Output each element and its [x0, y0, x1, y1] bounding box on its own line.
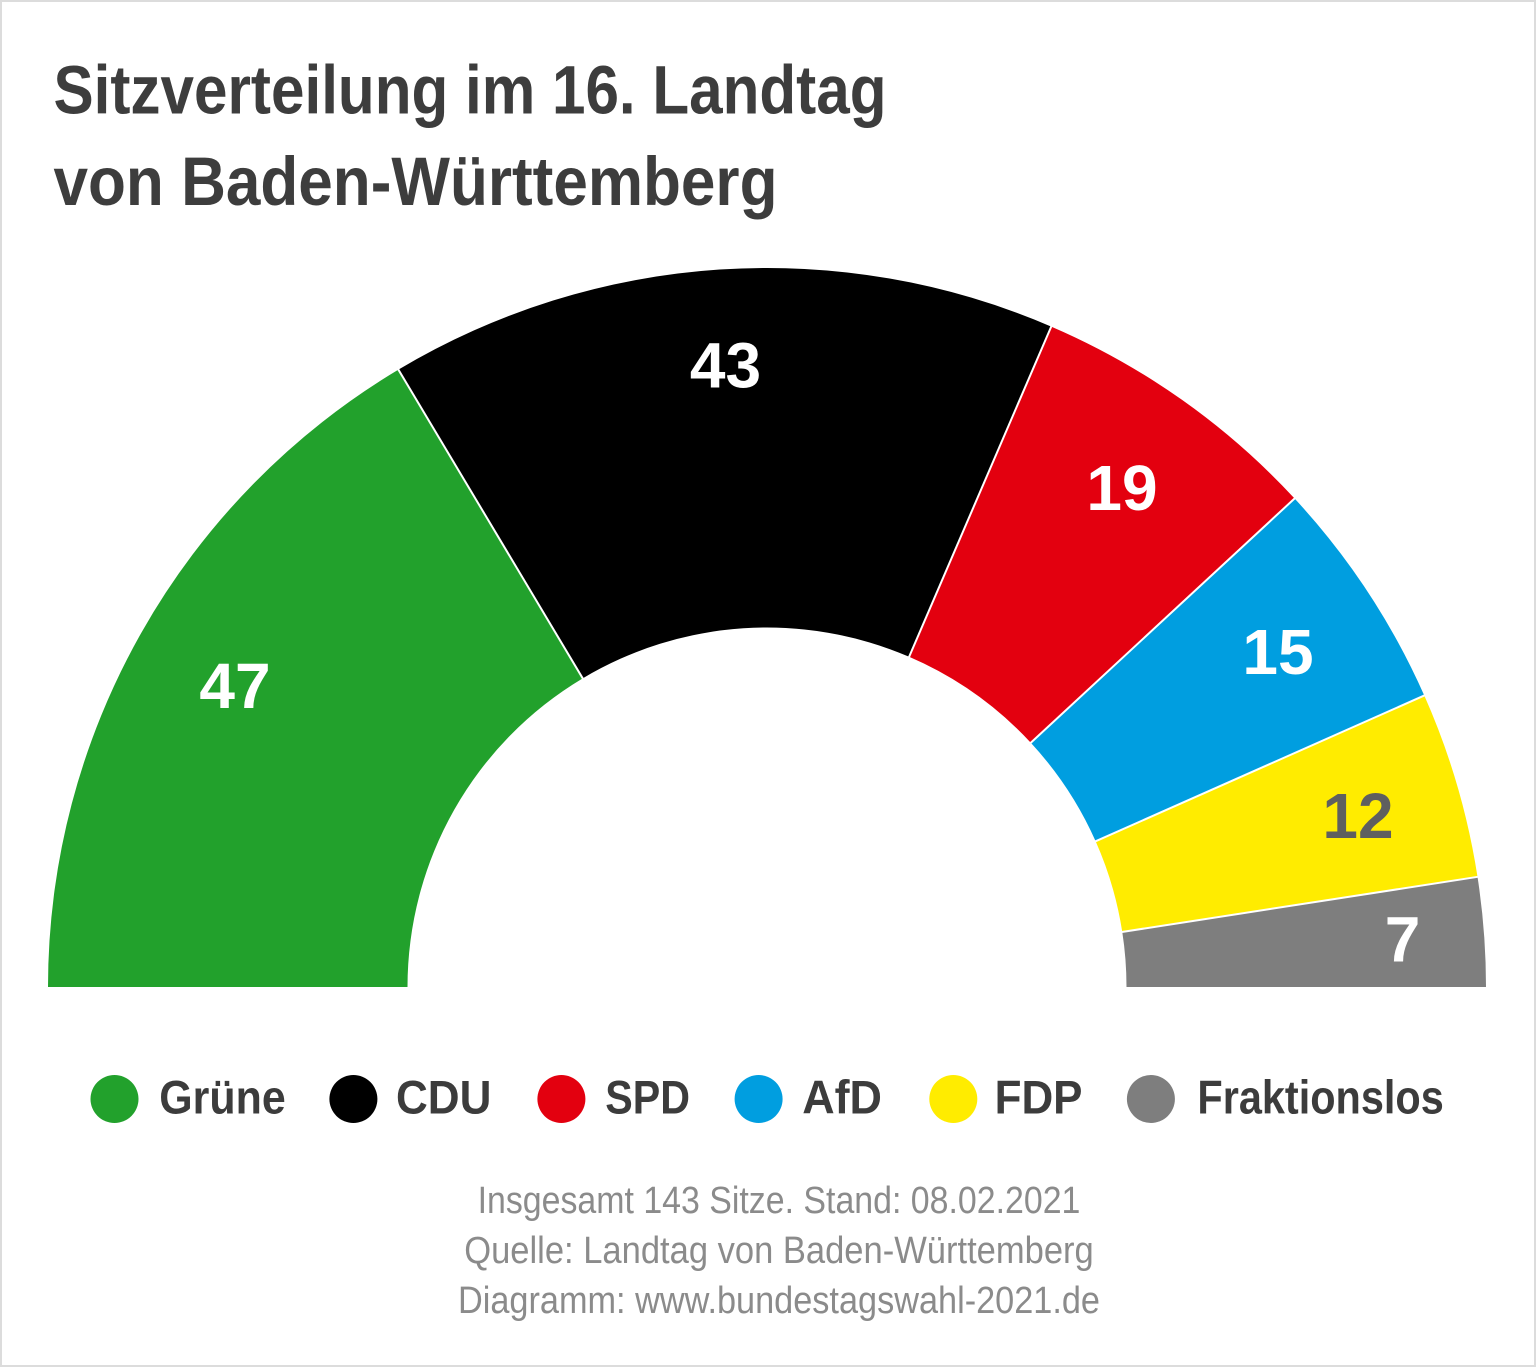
- svg-text:43: 43: [690, 330, 761, 402]
- svg-text:12: 12: [1322, 780, 1393, 852]
- svg-text:FDP: FDP: [995, 1071, 1083, 1124]
- svg-text:7: 7: [1385, 904, 1421, 976]
- svg-text:15: 15: [1242, 616, 1313, 688]
- svg-text:47: 47: [199, 650, 270, 722]
- svg-text:Quelle: Landtag von Baden-Würt: Quelle: Landtag von Baden-Württemberg: [464, 1230, 1094, 1272]
- svg-text:Grüne: Grüne: [159, 1071, 285, 1124]
- svg-text:Sitzverteilung im 16. Landtag: Sitzverteilung im 16. Landtag: [54, 52, 887, 129]
- svg-text:Diagramm: www.bundestagswahl-2: Diagramm: www.bundestagswahl-2021.de: [458, 1280, 1100, 1322]
- svg-text:SPD: SPD: [605, 1071, 690, 1124]
- svg-text:Fraktionslos: Fraktionslos: [1197, 1071, 1443, 1124]
- svg-text:AfD: AfD: [802, 1071, 882, 1124]
- svg-text:Insgesamt 143 Sitze. Stand: 08: Insgesamt 143 Sitze. Stand: 08.02.2021: [478, 1180, 1081, 1222]
- svg-text:CDU: CDU: [396, 1071, 491, 1124]
- svg-text:von Baden-Württemberg: von Baden-Württemberg: [54, 143, 778, 220]
- svg-text:19: 19: [1086, 452, 1157, 524]
